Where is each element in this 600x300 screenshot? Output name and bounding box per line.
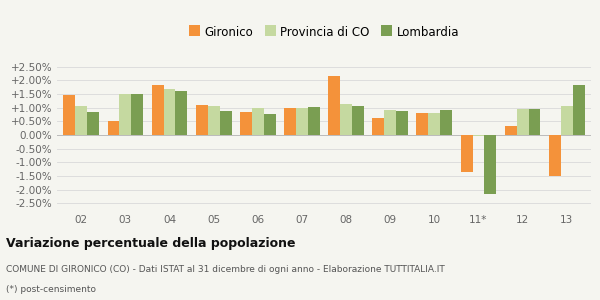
Bar [76, 106, 87, 135]
Bar [107, 122, 119, 135]
Bar [517, 109, 529, 135]
Bar [252, 108, 264, 135]
Bar [240, 112, 252, 135]
Bar [328, 76, 340, 135]
Text: Variazione percentuale della popolazione: Variazione percentuale della popolazione [6, 238, 296, 250]
Bar [308, 107, 320, 135]
Legend: Gironico, Provincia di CO, Lombardia: Gironico, Provincia di CO, Lombardia [184, 21, 464, 43]
Bar [561, 106, 572, 135]
Bar [264, 114, 275, 135]
Bar [384, 110, 396, 135]
Bar [175, 92, 187, 135]
Bar [340, 104, 352, 135]
Bar [461, 135, 473, 172]
Bar [549, 135, 561, 176]
Bar [484, 135, 496, 194]
Bar [473, 135, 484, 136]
Bar [208, 106, 220, 135]
Bar [87, 112, 99, 135]
Bar [440, 110, 452, 135]
Bar [164, 89, 175, 135]
Bar [396, 111, 408, 135]
Bar [572, 85, 584, 135]
Bar [373, 118, 384, 135]
Bar [284, 108, 296, 135]
Bar [119, 94, 131, 135]
Bar [505, 126, 517, 135]
Bar [220, 111, 232, 135]
Bar [352, 106, 364, 135]
Text: COMUNE DI GIRONICO (CO) - Dati ISTAT al 31 dicembre di ogni anno - Elaborazione : COMUNE DI GIRONICO (CO) - Dati ISTAT al … [6, 265, 445, 274]
Bar [416, 112, 428, 135]
Bar [428, 112, 440, 135]
Bar [296, 108, 308, 135]
Bar [64, 94, 76, 135]
Bar [529, 109, 541, 135]
Bar [131, 94, 143, 135]
Bar [152, 85, 164, 135]
Bar [196, 105, 208, 135]
Text: (*) post-censimento: (*) post-censimento [6, 286, 96, 295]
